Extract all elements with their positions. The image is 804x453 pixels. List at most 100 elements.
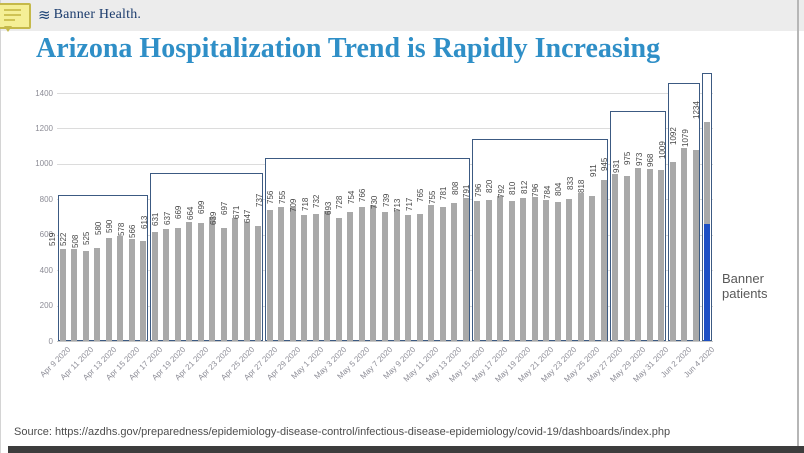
bar-value-label: 812 — [519, 180, 529, 195]
bar-value-label: 931 — [611, 159, 621, 174]
bar-value-label: 810 — [508, 181, 518, 195]
bar-value-label: 717 — [404, 197, 414, 211]
bar-value-label: 820 — [485, 179, 495, 193]
bar — [128, 238, 135, 341]
bar-value-label: 671 — [231, 205, 241, 220]
bar — [232, 217, 239, 341]
bar-value-label: 709 — [289, 199, 299, 213]
bar-value-label: 732 — [312, 194, 322, 209]
bar — [474, 200, 481, 341]
window-bottom-bar — [8, 446, 804, 453]
y-tick-label: 200 — [39, 301, 53, 311]
bar-value-label: 1092 — [669, 126, 679, 145]
bar-value-label: 945 — [600, 157, 610, 171]
bar — [681, 147, 688, 341]
trend-step-box — [472, 139, 609, 341]
x-axis-line — [57, 341, 713, 342]
bar — [266, 210, 273, 341]
bar — [692, 149, 699, 341]
page-title: Arizona Hospitalization Trend is Rapidly… — [36, 33, 661, 64]
bar — [243, 222, 250, 341]
bar — [589, 196, 596, 341]
bar — [209, 217, 216, 341]
bar-value-label: 818 — [577, 179, 587, 194]
bar — [600, 179, 607, 341]
bar-value-label: 784 — [542, 185, 552, 200]
comment-line-icon — [4, 9, 21, 11]
bar — [646, 168, 653, 341]
bar-value-label: 968 — [646, 153, 656, 167]
y-tick-label: 800 — [39, 194, 53, 204]
trend-step-box — [265, 157, 471, 341]
bar-value-label: 693 — [323, 201, 333, 216]
bar-value-label: 637 — [162, 211, 172, 226]
bar-value-label: 697 — [220, 201, 230, 215]
bar — [117, 236, 124, 341]
bar — [704, 122, 711, 225]
banner-health-logo: ≋ Banner Health. — [38, 7, 141, 23]
bar — [151, 232, 158, 341]
comment-line-icon — [4, 14, 21, 16]
bar-value-label: 756 — [266, 190, 276, 205]
bar — [543, 199, 550, 341]
y-tick-label: 1200 — [35, 123, 53, 133]
bar — [301, 215, 308, 341]
bar — [382, 211, 388, 341]
bar-value-label: 580 — [93, 221, 103, 236]
bar-value-label: 911 — [588, 163, 598, 177]
sticky-note-comment-icon[interactable] — [0, 3, 31, 29]
bar — [405, 214, 412, 341]
gridline — [57, 128, 713, 130]
comment-line-icon — [4, 19, 15, 21]
bar-value-label: 755 — [427, 190, 437, 205]
bar-value-label: 765 — [416, 189, 426, 203]
bar-value-label: 766 — [358, 188, 368, 203]
bar — [289, 207, 296, 341]
bar-value-label: 525 — [82, 231, 92, 245]
bar-value-label: 718 — [300, 197, 310, 211]
bar-value-label: 631 — [151, 212, 161, 227]
bar — [174, 228, 181, 341]
bar — [612, 173, 619, 341]
bar — [140, 240, 147, 341]
banner-patients-bar-segment — [704, 224, 711, 341]
bar-value-label: 590 — [105, 220, 115, 234]
bar-value-label: 519 — [47, 232, 57, 247]
banner-health-logo-text: Banner Health. — [53, 7, 142, 22]
bar-value-label: 1234 — [692, 101, 702, 120]
banner-swirl-icon: ≋ — [38, 6, 51, 24]
window-left-edge — [0, 0, 1, 453]
banner-patients-label-line2: patients — [722, 286, 768, 301]
bar — [531, 197, 538, 341]
bar-value-label: 791 — [462, 184, 472, 198]
bar — [669, 162, 676, 341]
bar — [163, 229, 170, 341]
bar-value-label: 737 — [254, 194, 264, 208]
banner-patients-label: Banner patients — [722, 271, 768, 301]
bar — [358, 207, 365, 341]
header-band — [0, 0, 804, 31]
bar — [416, 213, 423, 341]
bar — [623, 176, 630, 341]
bar-value-label: 973 — [634, 152, 644, 166]
bar — [312, 213, 319, 341]
y-tick-label: 0 — [48, 336, 53, 346]
bar — [658, 169, 665, 341]
banner-patients-label-line1: Banner — [722, 271, 764, 286]
bar-value-label: 699 — [197, 200, 207, 215]
bar-value-label: 669 — [174, 206, 184, 220]
bar — [508, 200, 515, 341]
bar — [497, 195, 504, 341]
bar-value-label: 713 — [393, 198, 403, 212]
bar-value-label: 508 — [70, 234, 80, 248]
bar-value-label: 730 — [370, 195, 379, 209]
bar — [520, 197, 527, 341]
bar — [197, 223, 204, 341]
bar — [335, 218, 342, 341]
bar-value-label: 792 — [496, 184, 506, 198]
bar — [428, 205, 435, 341]
bar — [71, 248, 78, 341]
bar — [324, 211, 331, 341]
